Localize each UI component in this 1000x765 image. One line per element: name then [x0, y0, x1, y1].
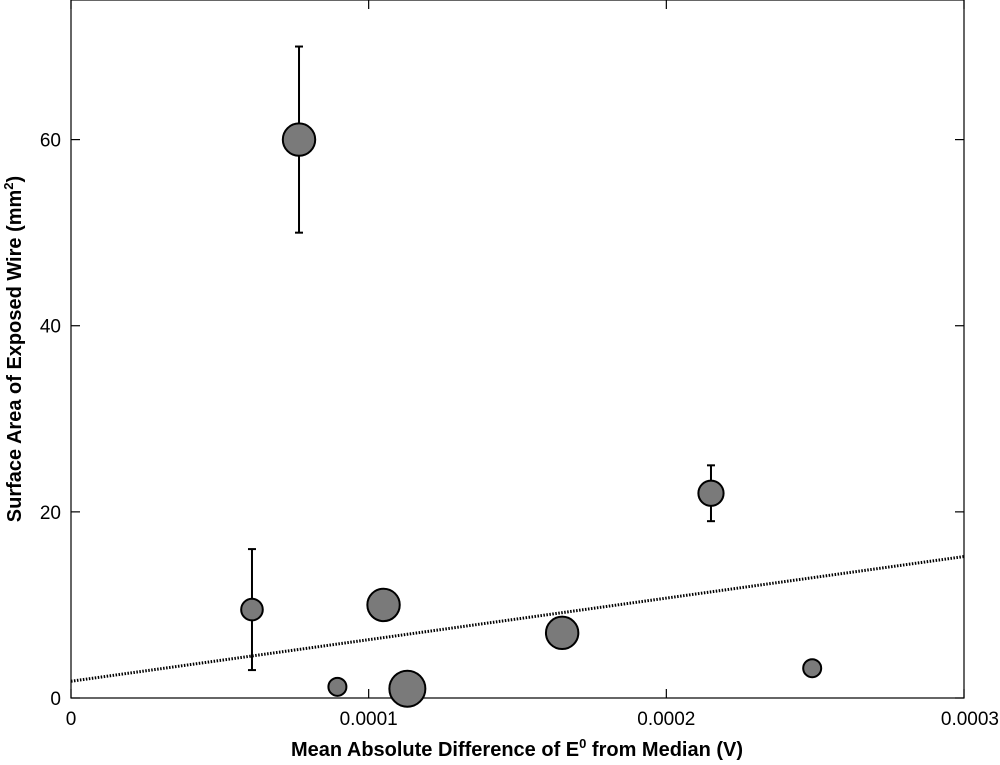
y-tick-label: 20	[40, 503, 61, 524]
data-point	[802, 658, 823, 679]
data-point	[327, 676, 348, 697]
x-axis-label: Mean Absolute Difference of E0 from Medi…	[291, 736, 743, 761]
y-axis-label-unit: )	[4, 176, 26, 183]
y-axis-label-main: Surface Area of Exposed Wire (mm	[4, 190, 26, 523]
plot-area	[70, 0, 965, 699]
y-tick-label: 0	[50, 689, 61, 710]
y-axis-label: Surface Area of Exposed Wire (mm2)	[1, 176, 26, 522]
x-tick-label: 0	[66, 709, 77, 730]
points-layer	[240, 122, 823, 708]
trendline	[70, 555, 965, 683]
x-tick-label: 0.0002	[637, 709, 695, 730]
y-tick-label: 60	[40, 131, 61, 152]
data-point	[544, 615, 580, 651]
trendline-layer	[70, 555, 965, 683]
x-tick-label: 0.0003	[941, 709, 999, 730]
data-point	[240, 597, 264, 622]
data-point	[697, 479, 725, 507]
data-point	[388, 669, 427, 708]
x-axis-label-unit: from Median (V)	[586, 739, 743, 761]
y-axis-label-superscript: 2	[1, 182, 16, 189]
x-tick-label: 0.0001	[340, 709, 398, 730]
x-axis-label-main: Mean Absolute Difference of E	[291, 739, 579, 761]
data-point	[366, 587, 401, 623]
y-ticks: 0 20 40 60	[40, 131, 964, 710]
data-point	[281, 122, 317, 157]
x-axis-label-superscript: 0	[579, 736, 586, 751]
y-tick-label: 40	[40, 317, 61, 338]
x-ticks: 0 0.0001 0.0002 0.0003	[66, 0, 999, 730]
